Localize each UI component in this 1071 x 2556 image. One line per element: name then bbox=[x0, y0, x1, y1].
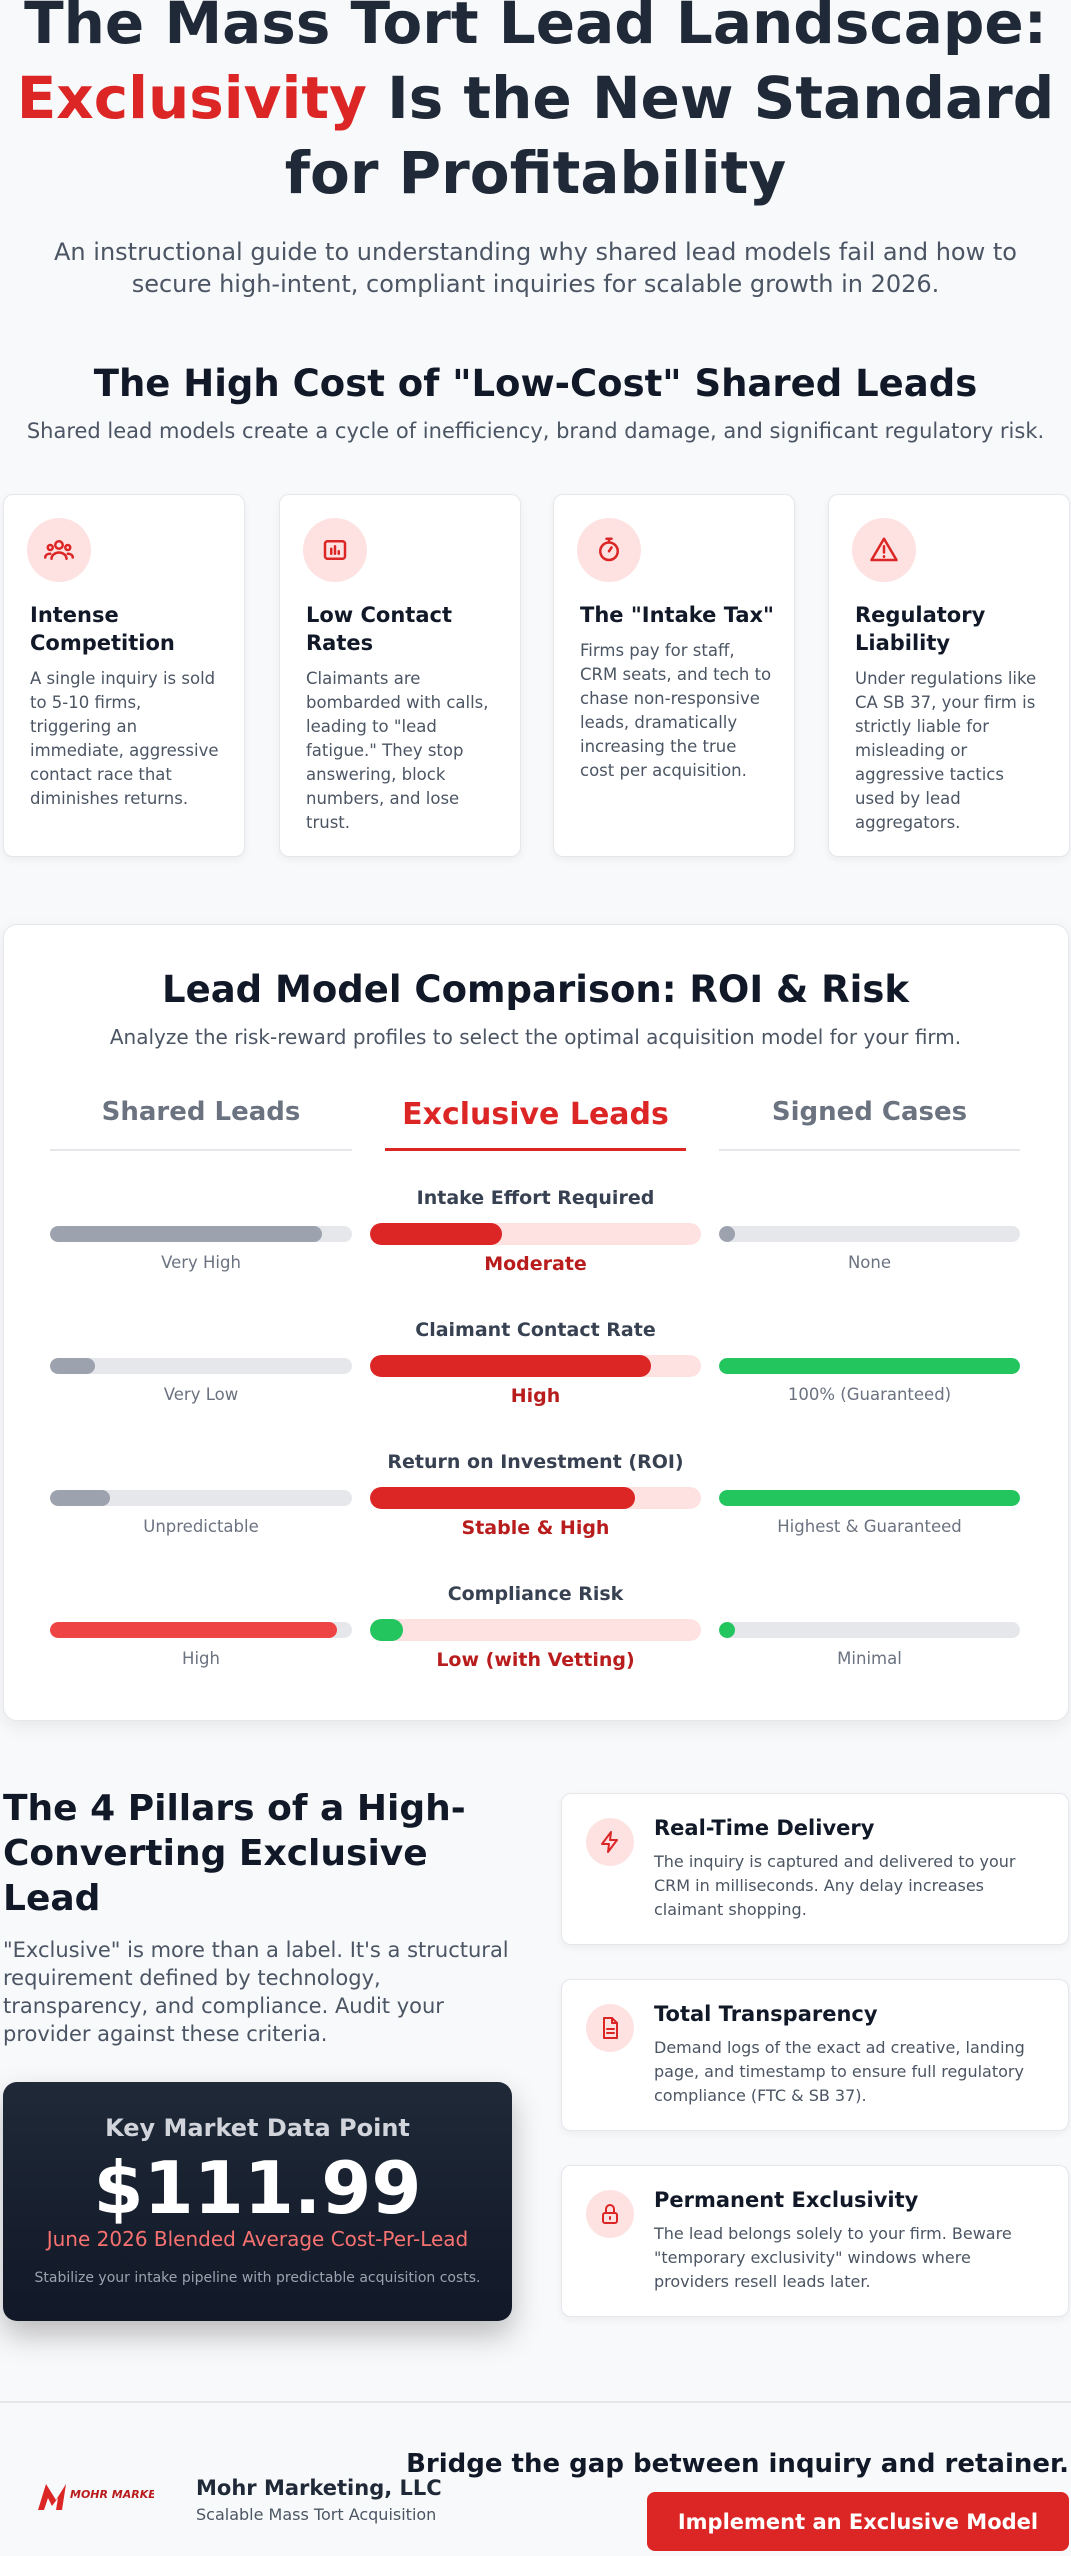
bar-label: None bbox=[847, 1253, 892, 1272]
bar-label: Minimal bbox=[837, 1649, 902, 1668]
bar-track bbox=[50, 1226, 352, 1242]
pillars-title: The 4 Pillars of a High-Converting Exclu… bbox=[3, 1788, 466, 1919]
bar-track bbox=[370, 1223, 701, 1245]
bar-track bbox=[370, 1355, 701, 1377]
divider bbox=[0, 2401, 1071, 2403]
bar-fill bbox=[50, 1490, 111, 1506]
stat-value: $111.99 bbox=[93, 2146, 422, 2230]
bar-label: Highest & Guaranteed bbox=[777, 1517, 962, 1536]
bar-fill bbox=[719, 1490, 1020, 1506]
card-title: Intense Competition bbox=[30, 603, 175, 655]
stat-card: Key Market Data Point $111.99 June 2026 … bbox=[3, 2082, 512, 2321]
card-title: Regulatory Liability bbox=[855, 603, 986, 655]
pillar-title: Real-Time Delivery bbox=[654, 1816, 875, 1840]
bar-label: Low (with Vetting) bbox=[436, 1649, 635, 1671]
bar-fill bbox=[719, 1226, 735, 1242]
header: The Mass Tort Lead Landscape: Exclusivity… bbox=[0, 0, 1071, 211]
problem-card: Intense Competition A single inquiry is s… bbox=[3, 494, 245, 857]
pillar-text: Demand logs of the exact ad creative, la… bbox=[654, 2038, 1025, 2105]
bar-fill bbox=[370, 1355, 652, 1377]
bar-label: Moderate bbox=[484, 1253, 587, 1275]
stat-caption: June 2026 Blended Average Cost-Per-Lead bbox=[46, 2227, 469, 2251]
comparison-panel bbox=[3, 924, 1069, 1721]
problem-card: Low Contact Rates Claimants are bombarded… bbox=[279, 494, 521, 857]
section-title: The High Cost of "Low-Cost" Shared Leads bbox=[93, 362, 978, 405]
bar-label: Unpredictable bbox=[143, 1517, 259, 1536]
bar-fill bbox=[370, 1487, 635, 1509]
bar-label: Very Low bbox=[163, 1385, 239, 1404]
bar-fill bbox=[50, 1226, 322, 1242]
card-text: A single inquiry is sold to 5-10 firms, … bbox=[30, 669, 219, 808]
title-highlight: Exclusivity bbox=[16, 64, 367, 132]
comparison-title: Lead Model Comparison: ROI & Risk bbox=[162, 968, 909, 1011]
tab[interactable]: Signed Cases bbox=[719, 1097, 1020, 1151]
title-line: for Profitability bbox=[284, 139, 787, 207]
bar-track bbox=[50, 1358, 352, 1374]
stat-note: Stabilize your intake pipeline with pred… bbox=[34, 2270, 481, 2286]
card-icon bbox=[852, 518, 916, 582]
pillar-card: Permanent Exclusivity The lead belongs so… bbox=[561, 2165, 1069, 2317]
pillars-text: "Exclusive" is more than a label. It's a… bbox=[3, 1938, 509, 2046]
card-text: Firms pay for staff, CRM seats, and tech… bbox=[580, 641, 772, 780]
card-icon bbox=[27, 518, 91, 582]
problem-card: Regulatory Liability Under regulations li… bbox=[828, 494, 1070, 857]
pillar-icon bbox=[586, 2004, 634, 2052]
title-line: Is the New Standard bbox=[387, 64, 1055, 132]
bar-label: 100% (Guaranteed) bbox=[787, 1385, 952, 1404]
cta-button[interactable]: Implement an Exclusive Model bbox=[647, 2492, 1069, 2551]
metric-label: Compliance Risk bbox=[447, 1583, 624, 1605]
metric-label: Claimant Contact Rate bbox=[415, 1319, 656, 1341]
bar-track bbox=[370, 1619, 701, 1641]
bar-track bbox=[50, 1622, 352, 1638]
bar-label: Stable & High bbox=[461, 1517, 610, 1539]
metric-label: Return on Investment (ROI) bbox=[387, 1451, 684, 1473]
company-tagline: Scalable Mass Tort Acquisition bbox=[196, 2505, 437, 2524]
logo: MOHR MARKETING bbox=[38, 2484, 154, 2510]
bar-track bbox=[719, 1226, 1020, 1242]
bar-fill bbox=[50, 1622, 337, 1638]
comparison-subtitle: Analyze the risk-reward profiles to sele… bbox=[109, 1025, 962, 1049]
bar-track bbox=[719, 1490, 1020, 1506]
cta-heading: Bridge the gap between inquiry and retai… bbox=[406, 2449, 1069, 2479]
metric-label: Intake Effort Required bbox=[416, 1187, 655, 1209]
card-title: Low Contact Rates bbox=[306, 603, 453, 655]
card-icon bbox=[303, 518, 367, 582]
bar-fill bbox=[50, 1358, 96, 1374]
bar-label: High bbox=[510, 1385, 561, 1407]
pillar-icon bbox=[586, 2190, 634, 2238]
bar-track bbox=[719, 1622, 1020, 1638]
tab[interactable]: Exclusive Leads bbox=[385, 1097, 686, 1151]
pillar-card: Total Transparency Demand logs of the exa… bbox=[561, 1979, 1069, 2131]
company-name: Mohr Marketing, LLC bbox=[196, 2476, 442, 2500]
bar-fill bbox=[719, 1358, 1020, 1374]
section-subtitle: Shared lead models create a cycle of ine… bbox=[26, 419, 1045, 443]
subtitle: An instructional guide to understanding … bbox=[54, 238, 1017, 298]
title: The Mass Tort Lead Landscape: Exclusivity… bbox=[0, 0, 1071, 211]
title-line: The Mass Tort Lead Landscape: bbox=[24, 0, 1047, 57]
bar-track bbox=[50, 1490, 352, 1506]
bar-track bbox=[370, 1487, 701, 1509]
pillar-text: The inquiry is captured and delivered to… bbox=[654, 1852, 1016, 1919]
bar-fill bbox=[719, 1622, 735, 1638]
pillar-icon bbox=[586, 1818, 634, 1866]
pillar-text: The lead belongs solely to your firm. Be… bbox=[654, 2224, 1012, 2291]
logo-text: MOHR MARKETING bbox=[70, 2488, 154, 2501]
pillar-title: Total Transparency bbox=[654, 2002, 878, 2026]
card-text: Claimants are bombarded with calls, lead… bbox=[306, 669, 489, 832]
problem-card: The "Intake Tax" Firms pay for staff, CRM… bbox=[553, 494, 795, 857]
bar-fill bbox=[370, 1223, 503, 1245]
card-icon bbox=[577, 518, 641, 582]
bar-track bbox=[719, 1358, 1020, 1374]
bar-label: Very High bbox=[161, 1253, 241, 1272]
tab[interactable]: Shared Leads bbox=[50, 1097, 352, 1151]
pillar-card: Real-Time Delivery The inquiry is capture… bbox=[561, 1793, 1069, 1945]
card-title: The "Intake Tax" bbox=[580, 603, 774, 627]
stat-heading: Key Market Data Point bbox=[105, 2114, 410, 2142]
pillar-title: Permanent Exclusivity bbox=[654, 2188, 919, 2212]
bar-fill bbox=[370, 1619, 404, 1641]
bar-label: High bbox=[182, 1649, 220, 1668]
card-text: Under regulations like CA SB 37, your fi… bbox=[855, 669, 1037, 832]
